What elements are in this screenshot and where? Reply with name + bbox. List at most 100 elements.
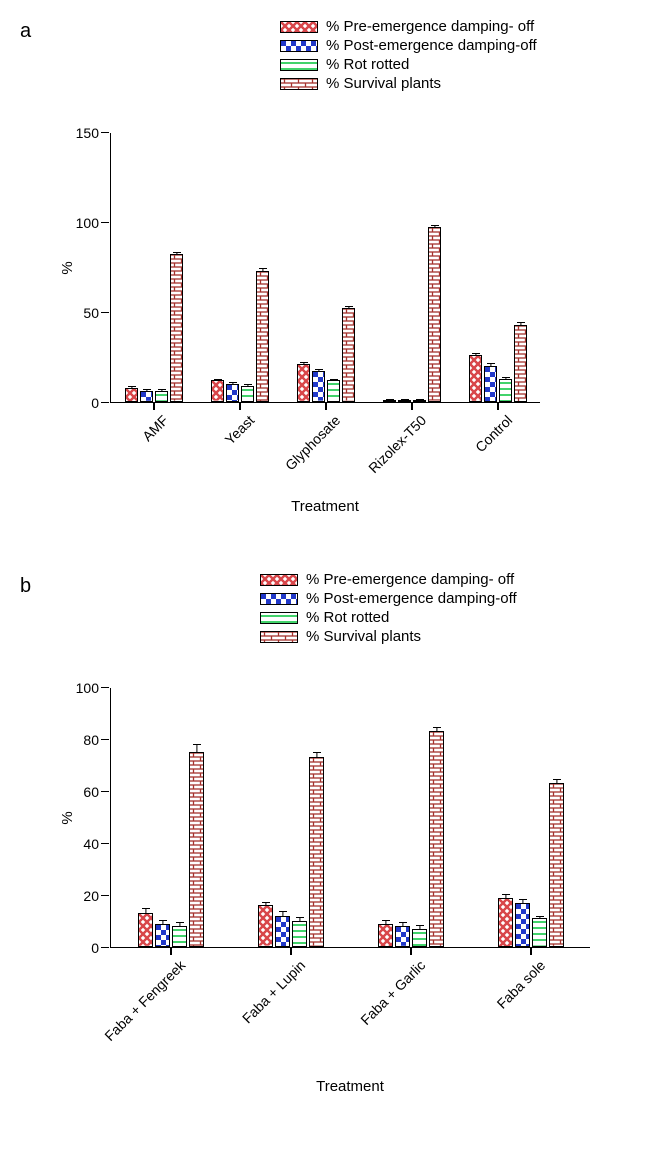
bar-surv: [342, 308, 355, 402]
x-tick: [170, 947, 172, 955]
error-bar: [505, 378, 506, 380]
error-bar: [131, 387, 132, 389]
error-cap: [229, 382, 237, 383]
legend-label: % Pre-emergence damping- off: [326, 18, 534, 35]
error-cap: [262, 902, 270, 903]
bar-surv: [429, 731, 444, 947]
x-tick-label: Faba + Lupin: [239, 957, 308, 1026]
error-bar: [176, 253, 177, 256]
y-tick-label: 20: [83, 888, 99, 904]
legend-swatch-rot: [260, 612, 298, 624]
error-bar: [522, 900, 523, 904]
y-tick: [101, 739, 109, 740]
legend-item-rot: % Rot rotted: [280, 56, 537, 73]
error-cap: [313, 752, 321, 753]
error-bar: [262, 269, 263, 272]
x-tick-label: Glyphosate: [282, 412, 343, 473]
error-cap: [517, 322, 525, 323]
error-cap: [193, 744, 201, 745]
legend-label: % Post-emergence damping-off: [326, 37, 537, 54]
bar-surv: [189, 752, 204, 947]
error-bar: [556, 780, 557, 784]
bar-group: [125, 254, 183, 402]
legend: % Pre-emergence damping- off % Post-emerg…: [280, 18, 537, 92]
legend-item-post: % Post-emergence damping-off: [260, 590, 517, 607]
error-cap: [487, 363, 495, 364]
legend-swatch-pre: [260, 574, 298, 586]
y-tick: [101, 687, 109, 688]
bar-post: [275, 916, 290, 947]
error-bar: [419, 400, 420, 401]
bar-group: [258, 757, 324, 947]
bar-surv: [256, 271, 269, 402]
y-tick: [101, 312, 109, 313]
bar-post: [484, 366, 497, 402]
legend-label: % Post-emergence damping-off: [306, 590, 517, 607]
bar-rot: [241, 386, 254, 402]
error-bar: [217, 380, 218, 382]
error-cap: [176, 922, 184, 923]
error-bar: [348, 307, 349, 310]
y-tick-label: 150: [76, 125, 99, 141]
error-cap: [158, 389, 166, 390]
y-tick: [101, 843, 109, 844]
error-cap: [259, 268, 267, 269]
legend-label: % Rot rotted: [306, 609, 389, 626]
x-tick-label: Faba + Garlic: [357, 957, 428, 1028]
error-cap: [401, 399, 409, 400]
bar-group: [211, 271, 269, 402]
error-bar: [539, 917, 540, 920]
error-cap: [553, 779, 561, 780]
error-cap: [142, 908, 150, 909]
x-tick-label: Yeast: [222, 412, 258, 448]
bar-rot: [155, 391, 168, 402]
bar-rot: [532, 918, 547, 947]
y-tick-label: 60: [83, 784, 99, 800]
bar-surv: [170, 254, 183, 402]
x-tick: [325, 402, 327, 410]
x-tick-label: AMF: [139, 412, 171, 444]
error-cap: [315, 369, 323, 370]
legend-swatch-rot: [280, 59, 318, 71]
error-bar: [505, 895, 506, 899]
error-bar: [247, 385, 248, 387]
plot-area: 050100150%AMFYeastGlyphosateRizolex-T50C…: [110, 133, 540, 403]
x-tick: [411, 402, 413, 410]
bar-rot: [172, 926, 187, 947]
chart-wrap: % Pre-emergence damping- off% Post-emerg…: [60, 575, 633, 1095]
error-cap: [472, 353, 480, 354]
error-bar: [162, 921, 163, 925]
error-cap: [159, 920, 167, 921]
bar-group: [378, 731, 444, 947]
bar-pre: [469, 355, 482, 402]
error-cap: [399, 922, 407, 923]
legend-item-surv: % Survival plants: [260, 628, 517, 645]
legend-item-surv: % Survival plants: [280, 75, 537, 92]
error-cap: [502, 894, 510, 895]
y-tick-label: 0: [91, 940, 99, 956]
error-cap: [386, 399, 394, 400]
y-axis-label: %: [59, 261, 76, 274]
bar-pre: [297, 364, 310, 402]
error-bar: [436, 728, 437, 732]
y-tick-label: 100: [76, 215, 99, 231]
bar-rot: [413, 400, 426, 402]
y-tick-label: 0: [91, 395, 99, 411]
error-bar: [490, 364, 491, 367]
error-cap: [128, 386, 136, 387]
error-cap: [433, 727, 441, 728]
error-bar: [179, 923, 180, 927]
bar-pre: [498, 898, 513, 947]
error-cap: [431, 225, 439, 226]
x-tick: [239, 402, 241, 410]
y-tick: [101, 222, 109, 223]
x-axis-label: Treatment: [110, 1078, 590, 1095]
legend-swatch-post: [260, 593, 298, 605]
legend-item-pre: % Pre-emergence damping- off: [260, 571, 517, 588]
panel-letter: a: [20, 20, 31, 43]
error-bar: [389, 400, 390, 401]
bar-group: [138, 752, 204, 947]
legend-label: % Survival plants: [306, 628, 421, 645]
bar-pre: [125, 388, 138, 402]
bar-rot: [292, 921, 307, 947]
